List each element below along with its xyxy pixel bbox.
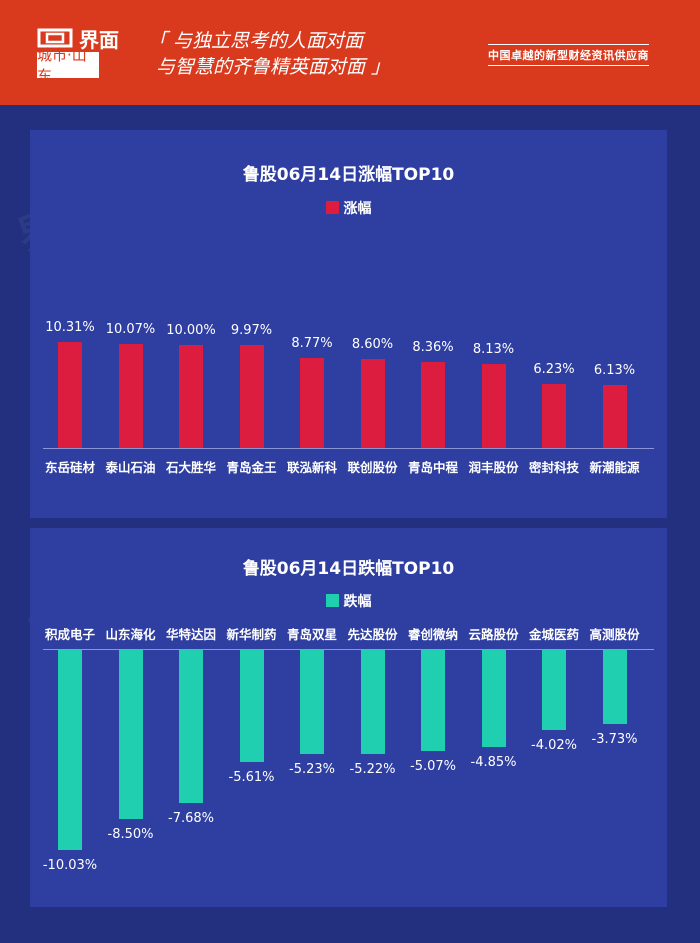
value-label: 8.36%: [412, 339, 454, 355]
jiemian-logo: 界面: [37, 26, 132, 52]
category-label: 润丰股份: [468, 460, 519, 475]
bar-loss: [421, 650, 445, 751]
bar-gain: [300, 357, 324, 448]
value-label: -7.68%: [168, 810, 214, 826]
chart-legend: 涨幅: [30, 198, 667, 218]
category-label: 云路股份: [468, 627, 519, 642]
bar-gain: [239, 345, 264, 448]
tagline: 中国卓越的新型财经资讯供应商: [488, 44, 649, 66]
category-label: 石大胜华: [165, 460, 216, 475]
bar-gain: [542, 383, 566, 448]
bar-gain: [118, 344, 143, 448]
bar-gain: [421, 361, 445, 448]
chart-title: 鲁股06月14日跌幅TOP10: [242, 559, 455, 579]
category-label: 密封科技: [528, 460, 579, 475]
chart-title: 鲁股06月14日涨幅TOP10: [242, 165, 455, 185]
value-label: 10.00%: [166, 323, 216, 338]
value-label: -10.03%: [42, 857, 98, 873]
bar-loss: [58, 650, 82, 850]
bar-loss: [239, 650, 264, 762]
value-label: 8.13%: [472, 342, 515, 358]
value-label: -5.07%: [410, 758, 456, 774]
category-label: 先达股份: [347, 627, 398, 642]
category-label: 睿创微纳: [407, 627, 458, 642]
category-label: 东岳硅材: [44, 460, 95, 475]
category-label: 华特达因: [165, 627, 216, 642]
legend-label: 涨幅: [343, 201, 372, 217]
bar-loss: [118, 650, 143, 820]
category-label: 联泓新科: [286, 460, 337, 475]
value-label: -8.50%: [107, 827, 154, 843]
bar-gain: [360, 359, 385, 448]
legend-label: 跌幅: [343, 594, 372, 610]
category-label: 青岛金王: [226, 460, 277, 475]
category-label: 联创股份: [347, 460, 398, 475]
value-label: -5.61%: [228, 769, 275, 785]
bar-loss: [542, 650, 566, 730]
category-label: 山东海化: [105, 627, 156, 642]
value-label: -3.73%: [591, 732, 638, 748]
bar-loss: [300, 650, 324, 755]
value-label: 6.23%: [533, 361, 575, 377]
value-label: 10.31%: [45, 319, 95, 335]
category-label: 高测股份: [589, 627, 640, 642]
bar-gain: [481, 364, 506, 448]
gainers-chart-panel: 鲁股06月14日涨幅TOP10 涨幅 10.31% 东岳硅材 10.07% 泰山石油 1…: [30, 130, 667, 518]
value-label: -4.85%: [470, 754, 517, 770]
bar-loss: [481, 650, 506, 747]
bar-gain: [602, 384, 627, 448]
legend-swatch-teal: [325, 594, 339, 607]
slogan: 「 与独立思考的人面对面 与智慧的齐鲁精英面对面 」: [148, 28, 390, 80]
logo-subtitle: 城市·山东: [37, 46, 99, 85]
category-label: 青岛中程: [407, 460, 458, 475]
header-banner: 界面 城市·山东 「 与独立思考的人面对面 与智慧的齐鲁精英面对面 」 中国卓越…: [0, 0, 700, 105]
bar-loss: [602, 650, 627, 725]
value-label: -5.23%: [289, 762, 335, 778]
category-label: 新潮能源: [589, 460, 640, 475]
category-label: 新华制药: [226, 627, 277, 642]
value-label: -4.02%: [531, 737, 577, 753]
value-label: 9.97%: [230, 323, 273, 339]
category-label: 泰山石油: [105, 460, 156, 475]
value-label: 10.07%: [105, 322, 156, 338]
value-label: 6.13%: [593, 362, 636, 378]
losers-chart-panel: 鲁股06月14日跌幅TOP10 跌幅 -10.03% 积成电子 -8.50% 山东海化…: [30, 528, 667, 907]
bar-gain: [58, 341, 82, 448]
x-axis: [43, 448, 654, 449]
bar-loss: [179, 650, 203, 803]
bar-loss: [360, 650, 385, 754]
category-label: 金城医药: [528, 627, 579, 642]
logo-text: 界面: [79, 27, 119, 52]
category-label: 积成电子: [44, 627, 95, 642]
legend-swatch-red: [325, 201, 339, 214]
logo-frame-icon: [37, 28, 73, 48]
x-axis: [43, 649, 654, 650]
category-label: 青岛双星: [286, 627, 337, 642]
chart-legend: 跌幅: [30, 591, 667, 611]
slogan-line-1: 「 与独立思考的人面对面: [148, 30, 364, 52]
value-label: 8.60%: [351, 337, 394, 353]
slogan-line-2: 与智慧的齐鲁精英面对面 」: [156, 56, 391, 78]
value-label: -5.22%: [349, 761, 396, 777]
bar-gain: [179, 345, 203, 448]
value-label: 8.77%: [291, 335, 333, 351]
